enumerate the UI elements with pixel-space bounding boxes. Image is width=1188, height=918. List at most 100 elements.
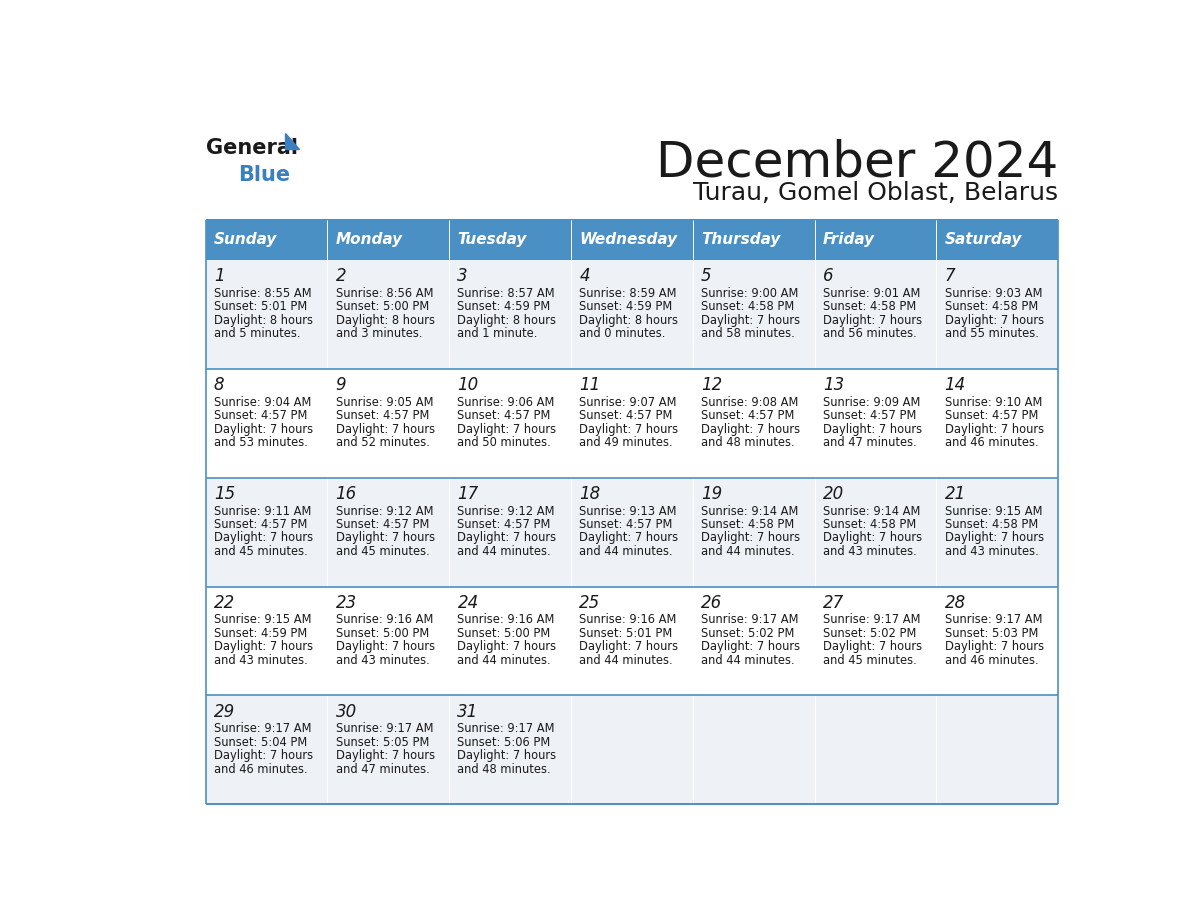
Text: and 44 minutes.: and 44 minutes. <box>457 654 551 666</box>
Text: Sunset: 4:57 PM: Sunset: 4:57 PM <box>701 409 795 422</box>
Text: and 48 minutes.: and 48 minutes. <box>701 436 795 449</box>
Text: 19: 19 <box>701 485 722 503</box>
Text: and 43 minutes.: and 43 minutes. <box>336 654 429 666</box>
Bar <box>328 219 449 260</box>
Text: Sunrise: 8:55 AM: Sunrise: 8:55 AM <box>214 286 311 300</box>
Text: Sunset: 4:58 PM: Sunset: 4:58 PM <box>944 518 1038 531</box>
Text: Daylight: 7 hours: Daylight: 7 hours <box>336 422 435 436</box>
Text: and 56 minutes.: and 56 minutes. <box>823 327 917 341</box>
Text: Daylight: 7 hours: Daylight: 7 hours <box>701 532 801 544</box>
Text: Daylight: 7 hours: Daylight: 7 hours <box>823 422 922 436</box>
Text: Daylight: 7 hours: Daylight: 7 hours <box>580 532 678 544</box>
Text: 9: 9 <box>336 376 346 394</box>
Text: Daylight: 7 hours: Daylight: 7 hours <box>336 641 435 654</box>
Text: Daylight: 7 hours: Daylight: 7 hours <box>214 641 312 654</box>
Text: Daylight: 7 hours: Daylight: 7 hours <box>457 749 557 762</box>
Text: Daylight: 7 hours: Daylight: 7 hours <box>823 532 922 544</box>
Text: and 46 minutes.: and 46 minutes. <box>214 763 308 776</box>
Text: 10: 10 <box>457 376 479 394</box>
Text: Sunrise: 9:10 AM: Sunrise: 9:10 AM <box>944 396 1042 409</box>
Text: and 1 minute.: and 1 minute. <box>457 327 538 341</box>
Text: 12: 12 <box>701 376 722 394</box>
Text: and 50 minutes.: and 50 minutes. <box>457 436 551 449</box>
Text: and 44 minutes.: and 44 minutes. <box>457 545 551 558</box>
Text: Sunrise: 9:17 AM: Sunrise: 9:17 AM <box>214 722 311 735</box>
Text: 18: 18 <box>580 485 600 503</box>
Text: Sunrise: 9:11 AM: Sunrise: 9:11 AM <box>214 505 311 518</box>
Text: Sunset: 4:57 PM: Sunset: 4:57 PM <box>580 518 672 531</box>
Text: and 3 minutes.: and 3 minutes. <box>336 327 422 341</box>
Text: Daylight: 7 hours: Daylight: 7 hours <box>214 422 312 436</box>
Text: Sunrise: 9:17 AM: Sunrise: 9:17 AM <box>944 613 1042 626</box>
Text: Daylight: 7 hours: Daylight: 7 hours <box>580 641 678 654</box>
Text: and 55 minutes.: and 55 minutes. <box>944 327 1038 341</box>
Text: Sunset: 4:58 PM: Sunset: 4:58 PM <box>701 300 795 313</box>
Text: Sunset: 4:57 PM: Sunset: 4:57 PM <box>214 518 308 531</box>
Text: Sunset: 5:02 PM: Sunset: 5:02 PM <box>823 627 916 640</box>
Bar <box>936 219 1059 260</box>
Text: Daylight: 7 hours: Daylight: 7 hours <box>944 532 1044 544</box>
Text: and 49 minutes.: and 49 minutes. <box>580 436 672 449</box>
Text: 23: 23 <box>336 594 356 611</box>
Text: 21: 21 <box>944 485 966 503</box>
Text: Sunset: 4:58 PM: Sunset: 4:58 PM <box>944 300 1038 313</box>
Text: Monday: Monday <box>336 232 403 247</box>
Text: 2: 2 <box>336 267 346 285</box>
Bar <box>571 219 693 260</box>
Text: Sunset: 4:57 PM: Sunset: 4:57 PM <box>580 409 672 422</box>
Text: Sunset: 4:57 PM: Sunset: 4:57 PM <box>336 409 429 422</box>
Bar <box>693 219 815 260</box>
Text: 7: 7 <box>944 267 955 285</box>
Text: and 46 minutes.: and 46 minutes. <box>944 436 1038 449</box>
Text: Sunrise: 9:17 AM: Sunrise: 9:17 AM <box>336 722 434 735</box>
Text: 1: 1 <box>214 267 225 285</box>
Text: Turau, Gomel Oblast, Belarus: Turau, Gomel Oblast, Belarus <box>693 181 1059 205</box>
Bar <box>206 260 1059 369</box>
Text: Daylight: 8 hours: Daylight: 8 hours <box>457 314 556 327</box>
Text: 26: 26 <box>701 594 722 611</box>
Bar <box>206 587 1059 696</box>
Text: Sunset: 5:01 PM: Sunset: 5:01 PM <box>214 300 308 313</box>
Text: Sunrise: 9:17 AM: Sunrise: 9:17 AM <box>701 613 798 626</box>
Text: Daylight: 8 hours: Daylight: 8 hours <box>580 314 678 327</box>
Text: and 47 minutes.: and 47 minutes. <box>336 763 429 776</box>
Text: Sunset: 4:59 PM: Sunset: 4:59 PM <box>580 300 672 313</box>
Text: Sunrise: 9:15 AM: Sunrise: 9:15 AM <box>944 505 1042 518</box>
Text: 31: 31 <box>457 702 479 721</box>
Text: Sunrise: 9:17 AM: Sunrise: 9:17 AM <box>823 613 921 626</box>
Text: 29: 29 <box>214 702 235 721</box>
Text: Daylight: 8 hours: Daylight: 8 hours <box>214 314 312 327</box>
Text: Daylight: 7 hours: Daylight: 7 hours <box>823 641 922 654</box>
Bar <box>206 369 1059 477</box>
Text: 17: 17 <box>457 485 479 503</box>
Text: and 46 minutes.: and 46 minutes. <box>944 654 1038 666</box>
Text: Friday: Friday <box>823 232 876 247</box>
Text: and 45 minutes.: and 45 minutes. <box>336 545 429 558</box>
Text: Sunrise: 8:56 AM: Sunrise: 8:56 AM <box>336 286 434 300</box>
Text: Sunset: 4:57 PM: Sunset: 4:57 PM <box>457 409 551 422</box>
Bar <box>206 696 1059 804</box>
Text: Sunrise: 9:17 AM: Sunrise: 9:17 AM <box>457 722 555 735</box>
Text: 30: 30 <box>336 702 356 721</box>
Text: Daylight: 7 hours: Daylight: 7 hours <box>944 314 1044 327</box>
Text: Daylight: 8 hours: Daylight: 8 hours <box>336 314 435 327</box>
Text: Sunrise: 9:16 AM: Sunrise: 9:16 AM <box>580 613 677 626</box>
Text: Sunrise: 9:03 AM: Sunrise: 9:03 AM <box>944 286 1042 300</box>
Text: and 5 minutes.: and 5 minutes. <box>214 327 301 341</box>
Text: Sunrise: 9:14 AM: Sunrise: 9:14 AM <box>823 505 921 518</box>
Text: 8: 8 <box>214 376 225 394</box>
Text: Daylight: 7 hours: Daylight: 7 hours <box>580 422 678 436</box>
Bar <box>815 219 936 260</box>
Text: Daylight: 7 hours: Daylight: 7 hours <box>701 422 801 436</box>
Text: General: General <box>206 139 297 159</box>
Text: and 47 minutes.: and 47 minutes. <box>823 436 917 449</box>
Text: and 44 minutes.: and 44 minutes. <box>580 545 672 558</box>
Text: Sunrise: 9:07 AM: Sunrise: 9:07 AM <box>580 396 677 409</box>
Text: Sunrise: 9:15 AM: Sunrise: 9:15 AM <box>214 613 311 626</box>
Text: Sunrise: 9:04 AM: Sunrise: 9:04 AM <box>214 396 311 409</box>
Text: Saturday: Saturday <box>944 232 1022 247</box>
Text: Daylight: 7 hours: Daylight: 7 hours <box>336 749 435 762</box>
Text: Sunset: 4:57 PM: Sunset: 4:57 PM <box>214 409 308 422</box>
Text: Daylight: 7 hours: Daylight: 7 hours <box>944 641 1044 654</box>
Text: Sunrise: 9:13 AM: Sunrise: 9:13 AM <box>580 505 677 518</box>
